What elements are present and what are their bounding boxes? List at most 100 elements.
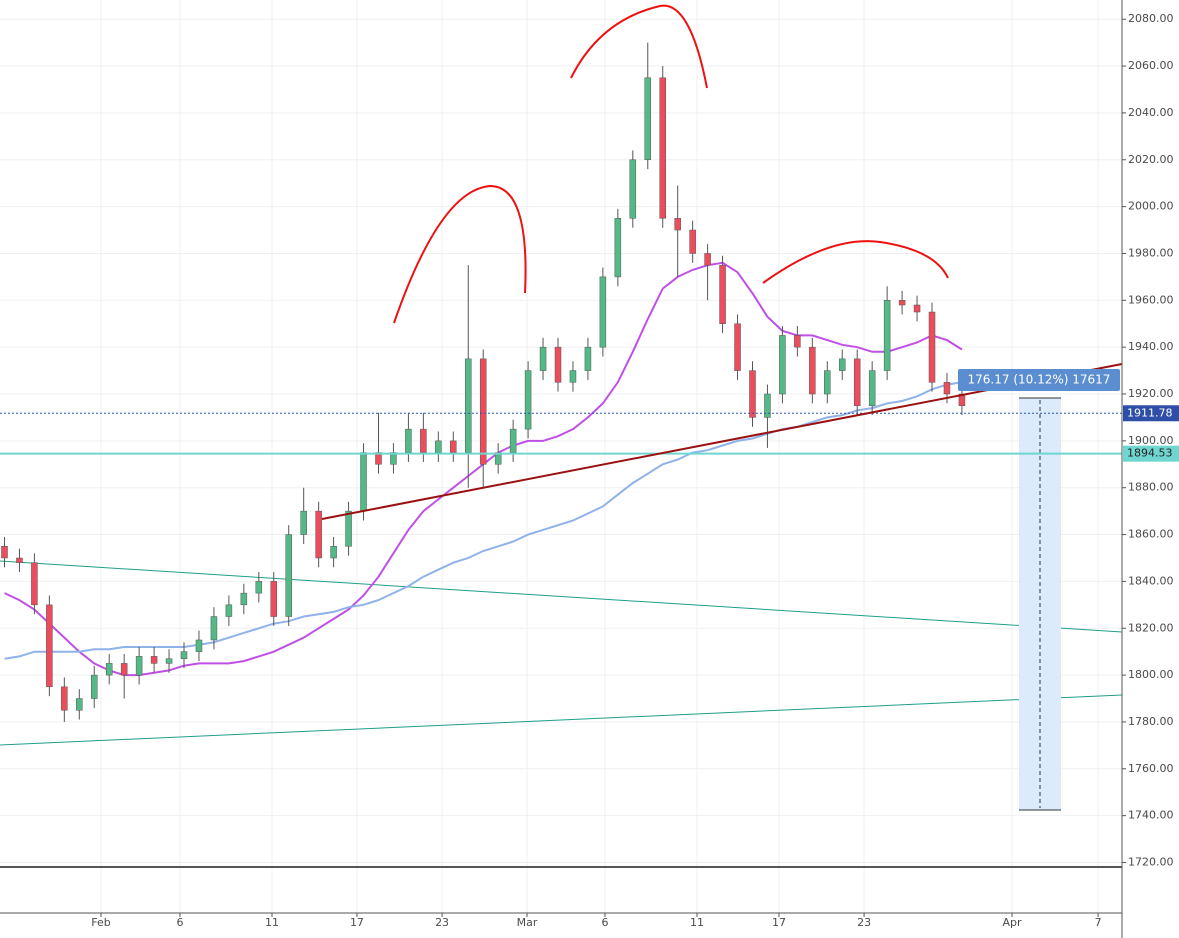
measure-label: 176.17 (10.12%) 17617: [968, 373, 1111, 387]
candle-body: [405, 428, 412, 453]
candle-body: [928, 311, 936, 383]
y-tick-label: 1940.00: [1128, 340, 1174, 353]
candle-body: [779, 335, 786, 395]
candle-body: [584, 346, 592, 371]
candle-body: [210, 616, 218, 641]
x-tick-label: 17: [350, 916, 364, 929]
x-tick-label: 6: [176, 916, 183, 929]
candle-body: [868, 370, 876, 406]
candle-body: [330, 546, 337, 559]
candle-body: [76, 698, 83, 711]
candle-body: [898, 300, 906, 306]
y-tick-label: 2080.00: [1128, 12, 1174, 25]
x-tick-label: Feb: [91, 916, 110, 929]
candle-body: [704, 253, 711, 266]
candle-body: [285, 534, 292, 617]
x-tick-label: 11: [690, 916, 704, 929]
y-tick-label: 2040.00: [1128, 106, 1174, 119]
x-tick-label: 17: [772, 916, 786, 929]
price-label-box: [1123, 445, 1179, 462]
y-tick-label: 1840.00: [1128, 574, 1174, 587]
candle-body: [824, 370, 831, 395]
candle-body: [450, 440, 457, 453]
y-tick-label: 1880.00: [1128, 481, 1174, 494]
x-tick-label: 7: [1095, 916, 1102, 929]
y-tick-label: 1720.00: [1128, 856, 1174, 869]
candle-body: [883, 300, 891, 371]
price-label-box: [1123, 405, 1179, 422]
y-tick-label: 1800.00: [1128, 668, 1174, 681]
candle-body: [629, 159, 637, 219]
x-tick-label: 11: [265, 916, 279, 929]
candle-body: [554, 346, 562, 383]
candle-body: [509, 428, 517, 453]
price-label: 1894.53: [1127, 447, 1173, 460]
candle-body: [135, 656, 143, 676]
candle-body: [479, 358, 487, 465]
y-tick-label: 2060.00: [1128, 59, 1174, 72]
y-tick-label: 1960.00: [1128, 293, 1174, 306]
candle-body: [240, 592, 248, 606]
plot: [0, 42, 1122, 722]
y-tick-label: 1920.00: [1128, 387, 1174, 400]
candle-body: [644, 77, 652, 161]
candle-body: [435, 440, 442, 453]
shoulder-arc: [762, 240, 949, 284]
candle-body: [150, 656, 158, 664]
candle-body: [794, 335, 801, 348]
candle-body: [255, 581, 263, 594]
candle-body: [913, 304, 921, 313]
head-arc: [570, 4, 708, 89]
candle-body: [1, 546, 8, 559]
candle-body: [599, 276, 607, 348]
candle-body: [345, 510, 352, 547]
candle-body: [300, 510, 307, 535]
candle-body: [764, 393, 771, 418]
candle-body: [360, 452, 367, 512]
candle-body: [569, 370, 577, 383]
grid: [0, 0, 1122, 913]
candle-body: [494, 452, 502, 465]
candle-body: [719, 264, 726, 324]
x-tick-label: Mar: [517, 916, 538, 929]
y-tick-label: 1740.00: [1128, 809, 1174, 822]
candle-body: [689, 229, 696, 254]
candle-body: [943, 382, 951, 395]
y-tick-label: 2000.00: [1128, 200, 1174, 213]
candle-body: [674, 218, 681, 231]
y-tick-label: 1760.00: [1128, 762, 1174, 775]
candle-body: [464, 358, 472, 453]
candle-body: [61, 686, 68, 711]
y-tick-label: 1820.00: [1128, 621, 1174, 634]
candle-body: [105, 663, 113, 676]
candle-body: [270, 581, 278, 617]
y-tick-label: 1860.00: [1128, 528, 1174, 541]
candle-body: [853, 358, 861, 406]
candle-body: [315, 510, 322, 559]
candle-body: [120, 663, 128, 676]
y-tick-label: 1980.00: [1128, 246, 1174, 259]
candle-body: [749, 370, 756, 418]
candle-body: [659, 77, 666, 219]
measure-label-box: [958, 369, 1120, 391]
candle-body: [539, 346, 547, 371]
price-label: 1911.78: [1127, 406, 1173, 419]
shoulder-arc: [393, 184, 527, 324]
trend-line: [0, 694, 1123, 746]
candle-body: [420, 428, 427, 453]
x-tick-label: 23: [435, 916, 449, 929]
candle-body: [225, 604, 233, 617]
candle-body: [614, 218, 622, 278]
candle-body: [524, 370, 532, 430]
y-tick-label: 2020.00: [1128, 153, 1174, 166]
candle-body: [165, 658, 173, 664]
y-tick-label: 1780.00: [1128, 715, 1174, 728]
candle-body: [90, 674, 98, 699]
candle-body: [375, 452, 382, 465]
trend-line: [0, 560, 1123, 633]
candle-body: [16, 557, 23, 563]
candle-body: [180, 651, 188, 659]
axes: 1720.00 1740.00 1760.00 1780.00 1800.00 1820.…: [91, 12, 1179, 929]
